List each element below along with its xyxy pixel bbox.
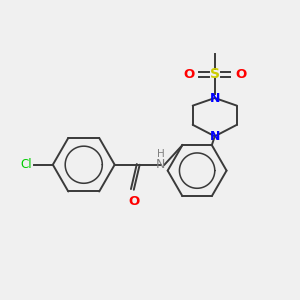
Text: N: N (210, 130, 220, 143)
Text: O: O (236, 68, 247, 81)
Text: Cl: Cl (21, 158, 32, 171)
Text: S: S (210, 68, 220, 81)
Text: N: N (210, 92, 220, 104)
Text: N: N (156, 158, 166, 171)
Text: O: O (128, 195, 140, 208)
Text: H: H (157, 149, 165, 159)
Text: O: O (183, 68, 194, 81)
